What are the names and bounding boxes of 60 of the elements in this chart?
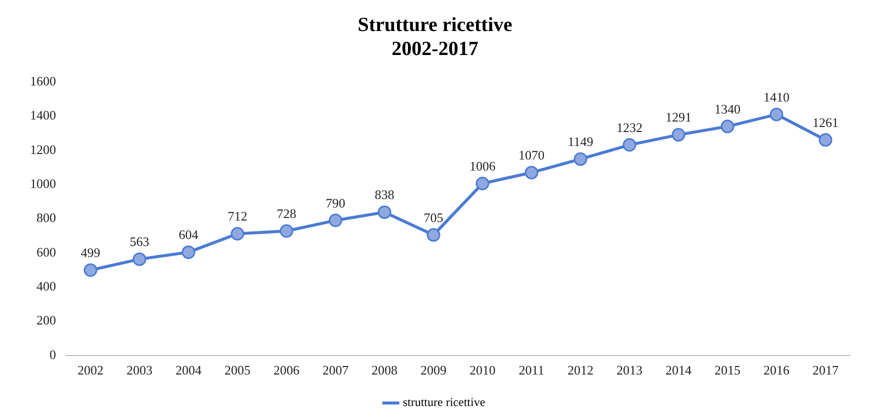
data-label: 563 [130,234,150,250]
data-label: 1261 [812,114,838,130]
point [426,228,440,242]
x-tick-label: 2017 [812,362,839,378]
point [476,176,490,190]
x-tick-label: 2016 [764,362,790,378]
point [818,133,832,147]
y-tick-label: 200 [36,312,56,328]
y-tick-label: 1600 [30,73,56,88]
data-label: 728 [276,206,296,221]
x-tick-label: 2005 [224,362,250,378]
point [280,224,294,238]
point [84,263,98,277]
data-label: 1149 [568,134,594,149]
data-label: 705 [424,210,444,225]
data-label: 712 [228,208,248,224]
data-label: 1410 [764,89,790,104]
x-tick-label: 2008 [372,362,398,378]
point [672,128,686,142]
y-tick-label: 800 [36,210,56,226]
point [622,138,636,152]
point [230,226,244,240]
y-tick-label: 400 [36,278,56,294]
data-label: 1340 [714,101,740,116]
data-label: 1232 [616,120,642,135]
point [574,152,588,166]
chart-title: Strutture ricettive [358,14,512,36]
point [720,120,734,134]
x-tick-label: 2003 [126,362,152,378]
y-tick-label: 600 [36,244,56,260]
legend-label: strutture ricettive [402,395,486,410]
y-tick-label: 1200 [30,142,56,157]
y-tick-label: 0 [50,346,56,362]
x-tick-label: 2014 [666,362,692,378]
x-tick-label: 2006 [274,362,300,378]
y-tick-label: 1400 [30,108,56,123]
x-tick-label: 2007 [322,362,349,378]
chart-subtitle: 2002-2017 [392,38,478,60]
x-tick-label: 2012 [568,362,594,378]
point [524,166,538,180]
data-label: 1291 [666,110,692,125]
data-label: 1070 [518,147,544,162]
point [378,205,392,219]
x-tick-label: 2010 [470,362,496,378]
x-tick-label: 2013 [616,362,642,378]
point [328,214,342,228]
data-label: 1006 [470,158,496,174]
point [770,108,784,122]
y-tick-label: 1000 [30,176,56,191]
x-tick-label: 2015 [714,362,740,378]
x-tick-label: 2004 [176,362,202,378]
x-tick-label: 2009 [420,362,446,378]
point [182,245,196,259]
data-label: 838 [374,187,394,202]
data-label: 499 [80,245,100,260]
data-label: 790 [326,195,346,210]
x-tick-label: 2002 [78,362,104,378]
point [132,252,146,266]
x-tick-label: 2011 [518,362,544,378]
data-label: 604 [178,227,199,242]
